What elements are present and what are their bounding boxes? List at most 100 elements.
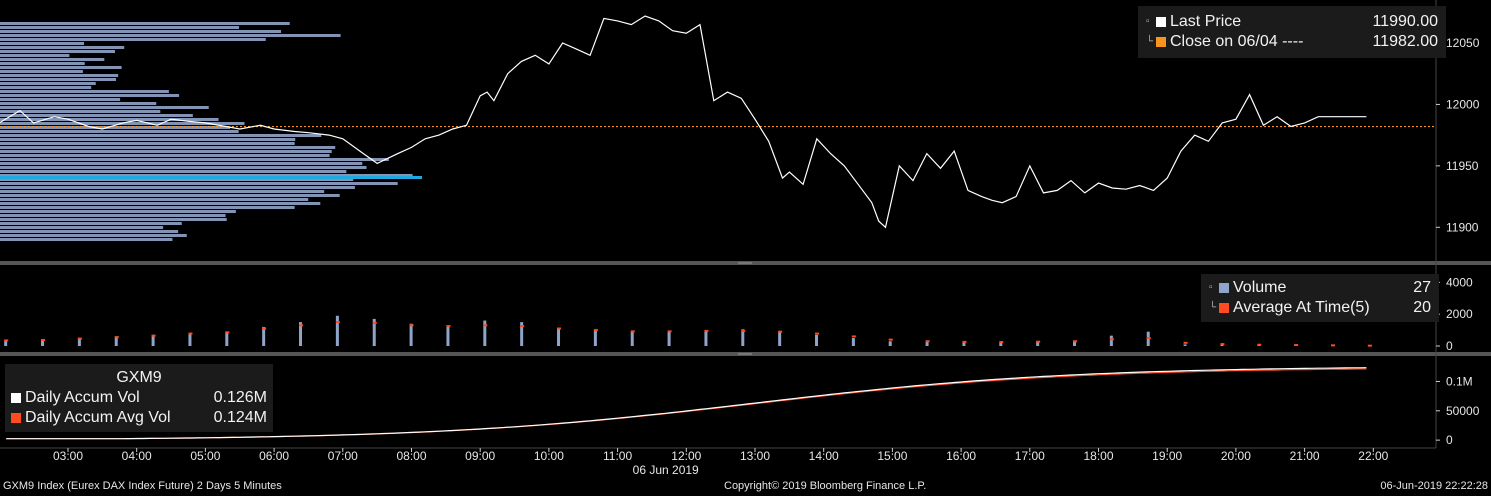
- close-swatch: [1156, 37, 1166, 47]
- time-tick-label: 15:00: [877, 449, 907, 463]
- volume-bar: [299, 322, 303, 346]
- profile-bar: [0, 110, 161, 113]
- profile-bar: [0, 118, 219, 121]
- profile-bar: [0, 170, 347, 173]
- panel-separators: [0, 0, 1491, 449]
- average-label: Average At Time(5): [1233, 299, 1370, 316]
- time-tick-label: 13:00: [740, 449, 770, 463]
- profile-bar: [0, 202, 321, 205]
- volume-bar: [225, 331, 229, 346]
- volume-bar: [962, 342, 966, 346]
- profile-bar: [0, 38, 266, 41]
- profile-bar: [0, 154, 330, 157]
- tree-branch-icon: └: [1146, 36, 1154, 47]
- accum-avg-swatch: [11, 413, 21, 423]
- profile-bar: [0, 162, 363, 165]
- average-marker: [999, 341, 1004, 344]
- profile-bar: [0, 94, 180, 97]
- time-tick-label: 17:00: [1015, 449, 1045, 463]
- legend-close[interactable]: └ Close on 06/04 ---- 11982.00: [1146, 32, 1438, 52]
- volume-bar: [741, 329, 745, 346]
- time-tick-label: 09:00: [465, 449, 495, 463]
- volume-bar: [520, 322, 524, 346]
- volume-bar: [593, 330, 597, 346]
- time-tick-label: 14:00: [809, 449, 839, 463]
- legend-average[interactable]: └ Average At Time(5) 20: [1209, 298, 1431, 318]
- last-price-swatch: [1156, 17, 1166, 27]
- volume-bar: [630, 331, 634, 346]
- volume-bar: [925, 342, 929, 346]
- volume-bar: [262, 326, 266, 346]
- profile-bar: [0, 86, 92, 89]
- profile-bar: [0, 206, 295, 209]
- time-tick-label: 06:00: [259, 449, 289, 463]
- profile-bar: [0, 58, 105, 61]
- profile-bar: [0, 190, 325, 193]
- profile-bar: [0, 74, 119, 77]
- volume-bar: [446, 325, 450, 346]
- profile-bar: [0, 226, 164, 229]
- average-marker: [262, 327, 267, 330]
- time-tick-label: 05:00: [190, 449, 220, 463]
- average-marker: [1183, 341, 1188, 344]
- legend-title: GXM9: [11, 368, 267, 388]
- average-value: 20: [1413, 299, 1431, 316]
- profile-bar: [0, 22, 290, 25]
- profile-bar: [0, 146, 336, 149]
- accum-avg-value: 0.124M: [213, 409, 267, 426]
- collapse-icon[interactable]: ▫: [1209, 282, 1213, 293]
- tree-branch-icon: └: [1209, 302, 1217, 313]
- average-marker: [778, 330, 783, 333]
- profile-bar: [0, 134, 322, 137]
- average-marker: [372, 321, 377, 324]
- profile-bar: [0, 102, 157, 105]
- price-legend: ▫ Last Price 11990.00 └ Close on 06/04 -…: [1138, 6, 1446, 58]
- average-marker: [77, 337, 82, 340]
- profile-bar: [0, 198, 309, 201]
- average-marker: [225, 331, 230, 334]
- collapse-icon[interactable]: ▫: [1146, 16, 1150, 27]
- time-tick-label: 03:00: [53, 449, 83, 463]
- profile-bar: [0, 26, 240, 29]
- profile-bar: [0, 30, 282, 33]
- average-marker: [962, 340, 967, 343]
- date-label: 06 Jun 2019: [633, 463, 699, 477]
- profile-bar: [0, 78, 117, 81]
- profile-bar: [0, 210, 236, 213]
- legend-last-price[interactable]: ▫ Last Price 11990.00: [1146, 12, 1438, 32]
- volume-bar: [815, 334, 819, 346]
- profile-bar: [0, 174, 413, 177]
- accum-avg-label: Daily Accum Avg Vol: [25, 409, 171, 426]
- average-marker: [1109, 338, 1114, 341]
- time-tick-label: 07:00: [328, 449, 358, 463]
- profile-bar: [0, 70, 83, 73]
- profile-bar: [0, 130, 239, 133]
- volume-panel: 0 2000 4000: [4, 275, 1473, 353]
- volume-bar: [1036, 341, 1040, 346]
- average-marker: [114, 336, 119, 339]
- average-marker: [1257, 343, 1262, 346]
- average-marker: [1331, 344, 1336, 347]
- footer-copyright: Copyright© 2019 Bloomberg Finance L.P.: [724, 480, 927, 492]
- time-tick-label: 22:00: [1358, 449, 1388, 463]
- close-label: Close on 06/04 ----: [1170, 33, 1304, 50]
- volume-bar: [151, 334, 155, 346]
- legend-volume[interactable]: ▫ Volume 27: [1209, 278, 1431, 298]
- accum-vol-value: 0.126M: [213, 389, 267, 406]
- average-marker: [151, 334, 156, 337]
- volume-bar: [851, 338, 855, 346]
- volume-bar: [41, 339, 45, 346]
- average-marker: [335, 321, 340, 324]
- profile-bar: [0, 42, 84, 45]
- legend-accum-avg[interactable]: Daily Accum Avg Vol 0.124M: [11, 408, 267, 428]
- average-marker: [1220, 343, 1225, 346]
- footer-timestamp: 06-Jun-2019 22:22:28: [1380, 480, 1488, 492]
- profile-bar: [0, 230, 179, 233]
- legend-accum-vol[interactable]: Daily Accum Vol 0.126M: [11, 388, 267, 408]
- accum-legend: GXM9 Daily Accum Vol 0.126M Daily Accum …: [5, 364, 273, 432]
- profile-bar: [0, 222, 182, 225]
- average-marker: [667, 330, 672, 333]
- price-tick-label: 12000: [1446, 97, 1480, 111]
- close-value: 11982.00: [1372, 33, 1438, 50]
- average-marker: [815, 332, 820, 335]
